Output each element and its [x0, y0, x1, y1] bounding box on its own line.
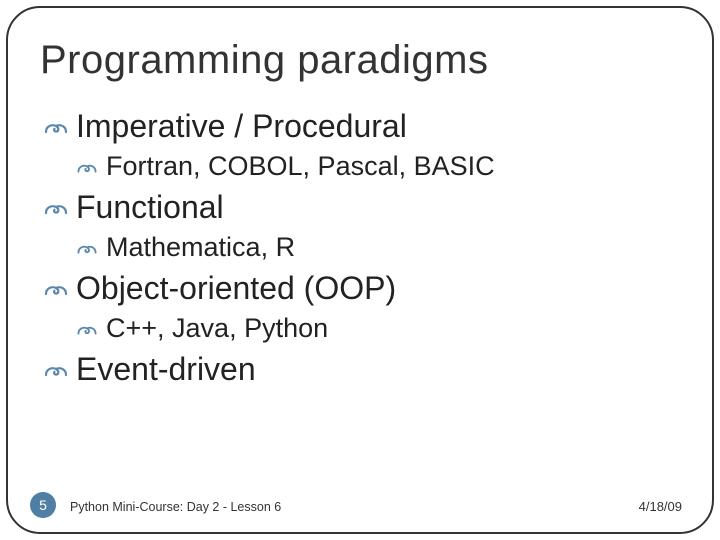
slide-title: Programming paradigms	[40, 38, 680, 83]
list-item-l1: Functional	[40, 186, 680, 229]
list-item-l1: Event-driven	[40, 348, 680, 391]
list-item-l2: Fortran, COBOL, Pascal, BASIC	[40, 148, 680, 186]
bullet-list: Imperative / ProceduralFortran, COBOL, P…	[40, 105, 680, 391]
list-item-l2: C++, Java, Python	[40, 310, 680, 348]
page-number-badge: 5	[30, 492, 56, 518]
slide-content: Programming paradigms Imperative / Proce…	[8, 8, 712, 532]
slide-footer: 5 Python Mini-Course: Day 2 - Lesson 6 4…	[8, 490, 712, 518]
course-label: Python Mini-Course: Day 2 - Lesson 6	[70, 500, 281, 514]
list-item-l1: Imperative / Procedural	[40, 105, 680, 148]
slide-frame: Programming paradigms Imperative / Proce…	[6, 6, 714, 534]
list-item-l1: Object-oriented (OOP)	[40, 267, 680, 310]
list-item-l2: Mathematica, R	[40, 229, 680, 267]
date-label: 4/18/09	[639, 499, 682, 514]
